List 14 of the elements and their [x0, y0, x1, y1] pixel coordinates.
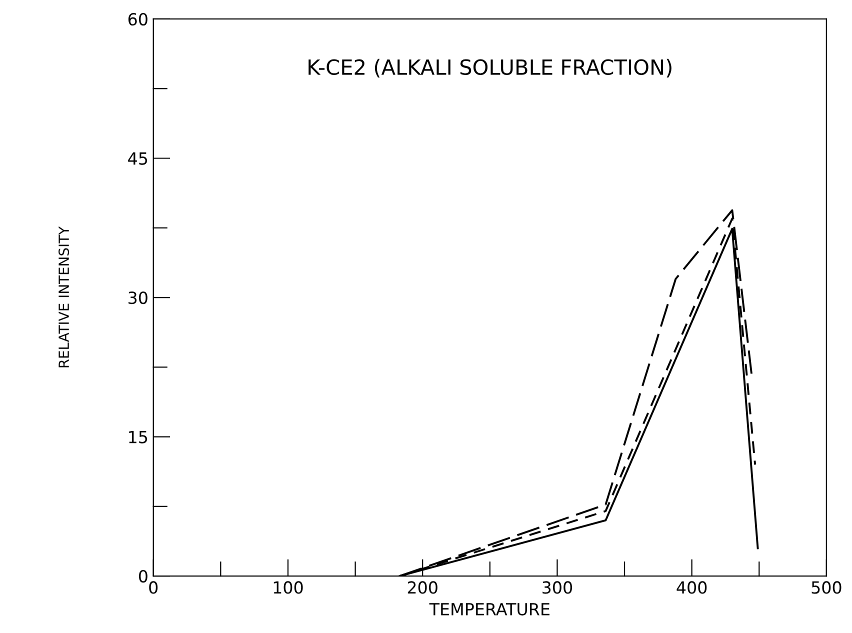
x-tick-label: 200: [408, 581, 438, 594]
text: K-CE2 (ALKALI SOLUBLE FRACTION): [308, 58, 672, 78]
y-tick-label: 60: [128, 12, 148, 26]
y-tick-label: 45: [128, 152, 148, 165]
y-tick-label: 15: [129, 430, 148, 444]
x-tick-label: 400: [676, 581, 707, 594]
y-tick-label: 0: [138, 570, 148, 583]
x-tick-label: 100: [274, 581, 303, 594]
y-tick-label: 30: [128, 291, 148, 304]
x-axis-title: TEMPERATURE: [429, 603, 550, 616]
x-tick-label: 300: [542, 581, 572, 594]
x-tick-label: 500: [812, 581, 842, 594]
y-axis-title: RELATIVE INTENSITY: [58, 226, 70, 368]
x-tick-label: 0: [149, 581, 158, 594]
